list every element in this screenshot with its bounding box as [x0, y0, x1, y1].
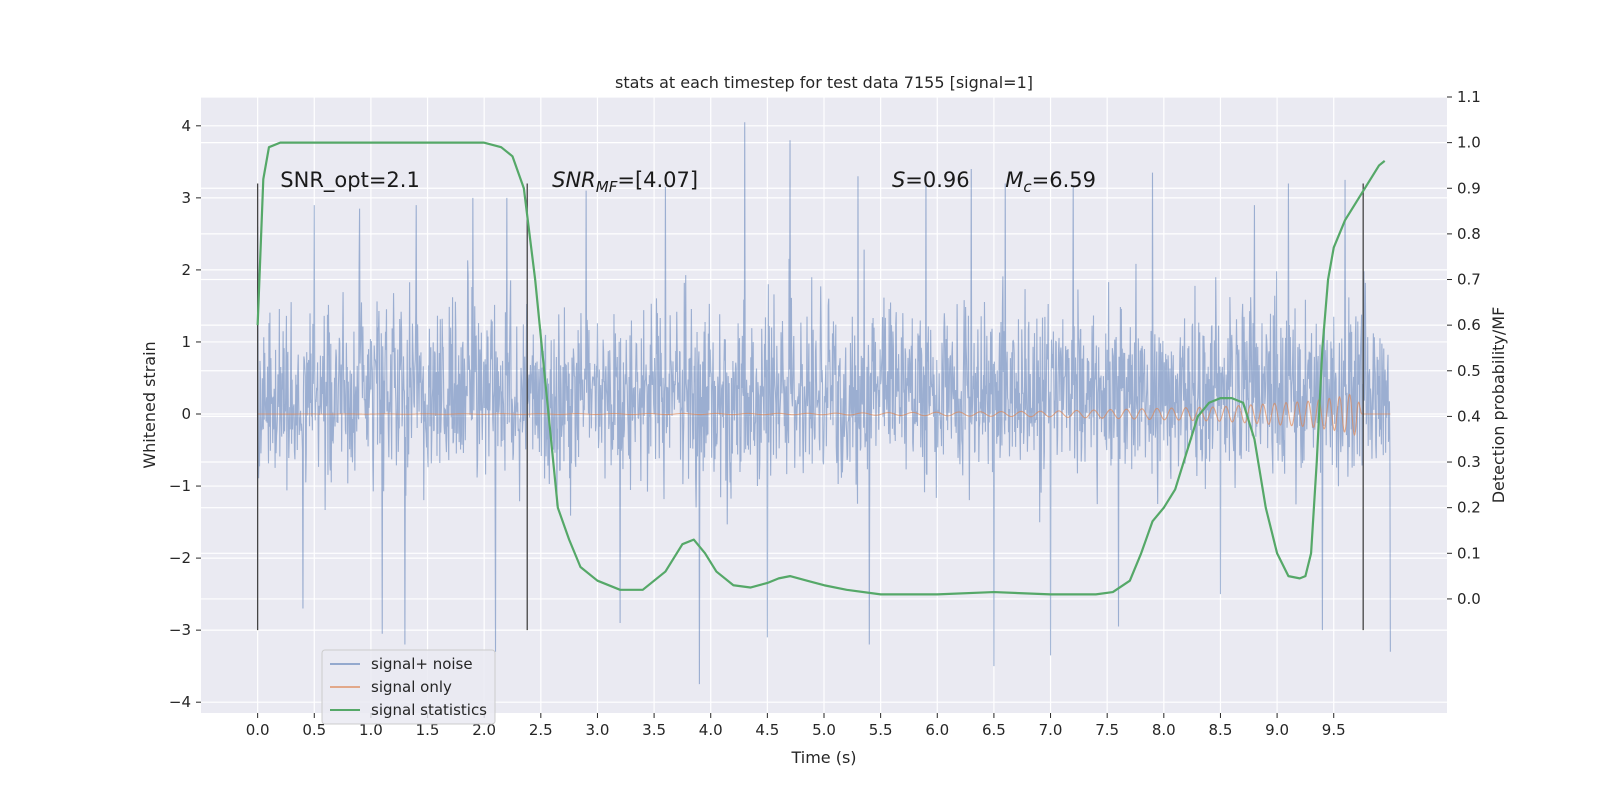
x-tick-label-8: 4.0 [699, 721, 723, 739]
y-axis-right-label: Detection probability/MF [1489, 307, 1508, 504]
legend: signal+ noise signal only signal statist… [321, 649, 496, 725]
y-tick-label-7: 3 [181, 189, 191, 207]
chart-title: stats at each timestep for test data 715… [615, 73, 1033, 92]
x-tick-label-18: 9.0 [1265, 721, 1289, 739]
y-right-tick-label-5: 0.5 [1457, 362, 1481, 380]
y-axis-right-ticks: 0.0 0.1 0.2 0.3 0.4 0.5 0.6 0.7 0.8 0.9 1.0 1.1 [1447, 88, 1481, 608]
y-right-tick-label-11: 1.1 [1457, 88, 1481, 106]
x-tick-label-17: 8.5 [1209, 721, 1233, 739]
x-tick-label-4: 2.0 [472, 721, 496, 739]
y-right-tick-label-10: 1.0 [1457, 134, 1481, 152]
y-right-tick-label-1: 0.1 [1457, 544, 1481, 562]
x-axis-label: Time (s) [790, 748, 856, 767]
x-axis-ticks: 0.0 0.5 1.0 1.5 2.0 2.5 3.0 3.5 4.0 4.5 5.0 5.5 6.0 6… [246, 713, 1346, 739]
annotation-snr-mf: SNRMF=[4.07] [552, 168, 698, 196]
y-right-tick-label-7: 0.7 [1457, 271, 1481, 289]
x-tick-label-14: 7.0 [1039, 721, 1063, 739]
y-tick-label-5: 1 [181, 333, 191, 351]
y-tick-label-3: −1 [169, 477, 191, 495]
annotation-snr-opt: SNR_opt=2.1 [280, 168, 420, 193]
annotation-mc-value: Mc=6.59 [1005, 168, 1096, 196]
y-right-tick-label-9: 0.9 [1457, 179, 1481, 197]
legend-label-signal-noise: signal+ noise [371, 655, 473, 673]
series-layer [256, 122, 1391, 685]
y-right-tick-label-4: 0.4 [1457, 407, 1481, 425]
x-tick-label-9: 4.5 [755, 721, 779, 739]
annotation-mc-value-subscript: c [1023, 178, 1032, 196]
annotation-snr-mf-symbol: SNR [552, 168, 596, 192]
x-tick-label-15: 7.5 [1095, 721, 1119, 739]
annotation-snr-mf-value: =[4.07] [617, 168, 698, 192]
legend-label-signal-statistics: signal statistics [371, 701, 487, 719]
y-tick-label-6: 2 [181, 261, 191, 279]
grid-lines [201, 96, 1447, 713]
series-signal-statistics [256, 141, 1386, 596]
x-tick-label-3: 1.5 [416, 721, 440, 739]
x-tick-label-19: 9.5 [1322, 721, 1346, 739]
annotation-snr-mf-subscript: MF [596, 178, 618, 196]
x-tick-label-12: 6.0 [925, 721, 949, 739]
annotation-s-value-symbol: S [892, 168, 905, 192]
y-right-tick-label-2: 0.2 [1457, 499, 1481, 517]
x-tick-label-11: 5.5 [869, 721, 893, 739]
x-tick-label-16: 8.0 [1152, 721, 1176, 739]
annotation-s-value-value: =0.96 [905, 168, 969, 192]
x-tick-label-5: 2.5 [529, 721, 553, 739]
x-tick-label-0: 0.0 [246, 721, 270, 739]
annotation-mc-value-value: =6.59 [1032, 168, 1096, 192]
x-tick-label-10: 5.0 [812, 721, 836, 739]
y-axis-label: Whitened strain [140, 341, 159, 468]
series-signal-noise [257, 122, 1391, 685]
y-axis-left-ticks: −4 −3 −2 −1 0 1 2 3 4 [169, 117, 201, 711]
legend-label-signal-only: signal only [371, 678, 452, 696]
y-right-tick-label-8: 0.8 [1457, 225, 1481, 243]
legend-box [321, 649, 496, 725]
annotation-mc-value-symbol: M [1005, 168, 1023, 192]
x-tick-label-1: 0.5 [302, 721, 326, 739]
y-right-tick-label-3: 0.3 [1457, 453, 1481, 471]
y-right-tick-label-0: 0.0 [1457, 590, 1481, 608]
y-right-tick-label-6: 0.6 [1457, 316, 1481, 334]
x-tick-label-13: 6.5 [982, 721, 1006, 739]
y-tick-label-8: 4 [181, 117, 191, 135]
annotations: SNR_opt=2.1 SNRMF=[4.07] S=0.96 Mc=6.59 [280, 168, 1096, 196]
x-tick-label-7: 3.5 [642, 721, 666, 739]
y-tick-label-1: −3 [169, 621, 191, 639]
annotation-s-value: S=0.96 [892, 168, 970, 192]
y-tick-label-0: −4 [169, 693, 191, 711]
y-tick-label-2: −2 [169, 549, 191, 567]
x-tick-label-6: 3.0 [586, 721, 610, 739]
y-tick-label-4: 0 [181, 405, 191, 423]
x-tick-label-2: 1.0 [359, 721, 383, 739]
